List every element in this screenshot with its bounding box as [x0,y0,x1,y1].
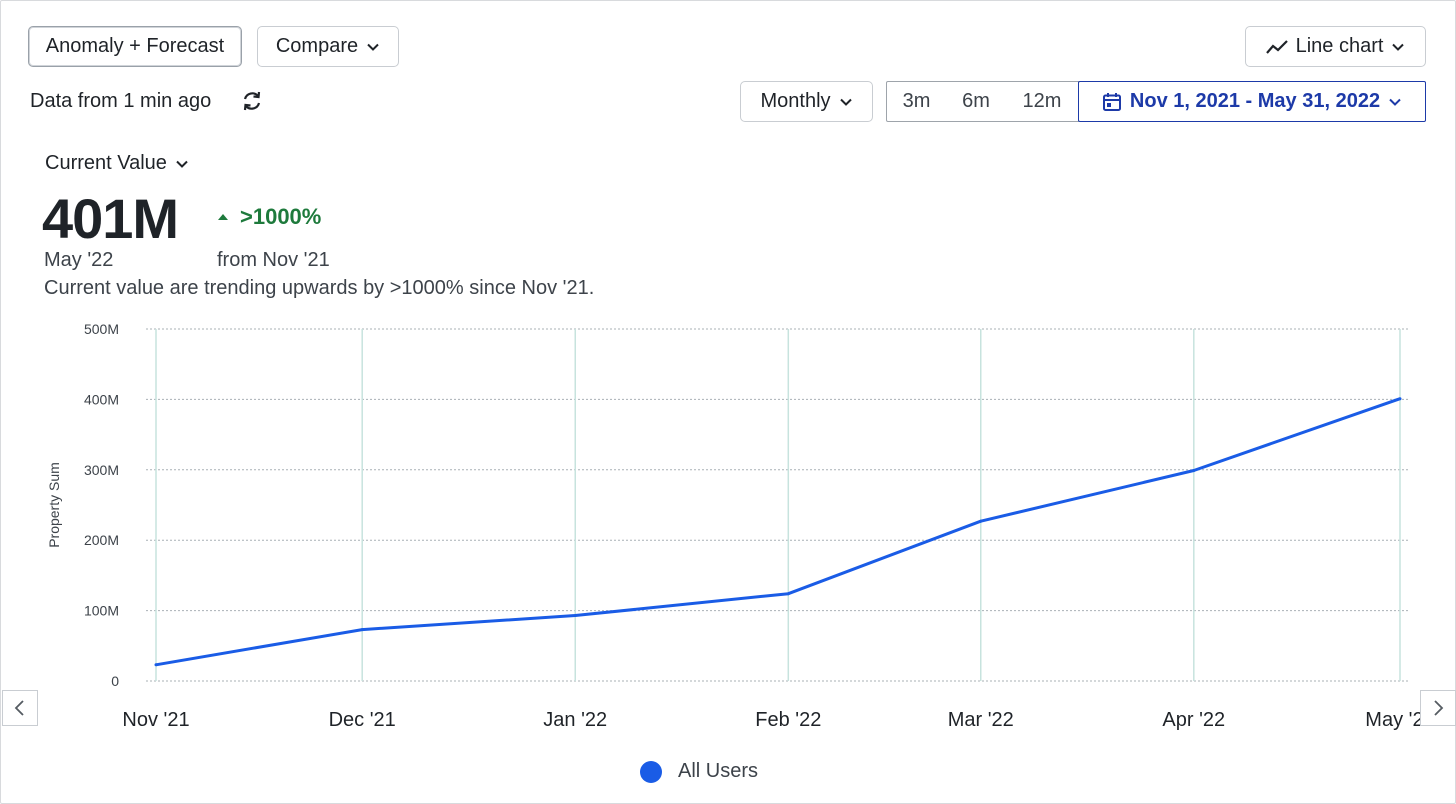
anomaly-forecast-label: Anomaly + Forecast [45,35,225,57]
line-chart-icon [1265,39,1288,54]
value-period: May '22 [44,249,114,271]
metric-selector-label: Current Value [45,152,167,174]
chevron-down-icon [176,160,188,168]
calendar-icon [1102,92,1121,111]
change-indicator: >1000% [216,204,321,230]
chevron-down-icon [839,98,852,106]
insight-text: Current value are trending upwards by >1… [44,277,595,299]
range-3m-label: 3m [902,90,931,112]
metric-selector[interactable]: Current Value [45,152,189,175]
legend-swatch [640,760,662,783]
chevron-left-icon [14,700,24,716]
scroll-left-button[interactable] [2,690,38,726]
change-from: from Nov '21 [217,249,330,271]
compare-label: Compare [275,35,359,57]
chevron-right-icon [1434,700,1444,716]
chevron-down-icon [1392,43,1405,51]
chevron-down-icon [1389,98,1401,106]
compare-button[interactable]: Compare [257,26,399,67]
interval-dropdown[interactable]: Monthly [740,81,873,122]
interval-label: Monthly [760,90,831,112]
legend-label: All Users [678,760,759,782]
scroll-right-button[interactable] [1420,690,1456,726]
refresh-icon[interactable] [239,88,265,114]
date-range-picker[interactable]: Nov 1, 2021 - May 31, 2022 [1078,81,1426,122]
range-3m-button[interactable]: 3m [886,81,947,122]
big-value: 401M [42,187,179,250]
data-age-text: Data from 1 min ago [30,90,212,112]
range-6m-button[interactable]: 6m [946,81,1007,122]
change-value: >1000% [240,204,322,229]
chart-type-label: Line chart [1295,35,1384,57]
chart-type-button[interactable]: Line chart [1245,26,1426,67]
chevron-down-icon [367,43,379,51]
anomaly-forecast-button[interactable]: Anomaly + Forecast [28,26,242,67]
range-6m-label: 6m [962,90,990,112]
range-12m-button[interactable]: 12m [1006,81,1079,122]
legend[interactable]: All Users [640,760,758,783]
range-12m-label: 12m [1022,90,1062,112]
triangle-up-icon [218,214,228,220]
date-range-label: Nov 1, 2021 - May 31, 2022 [1129,90,1381,112]
